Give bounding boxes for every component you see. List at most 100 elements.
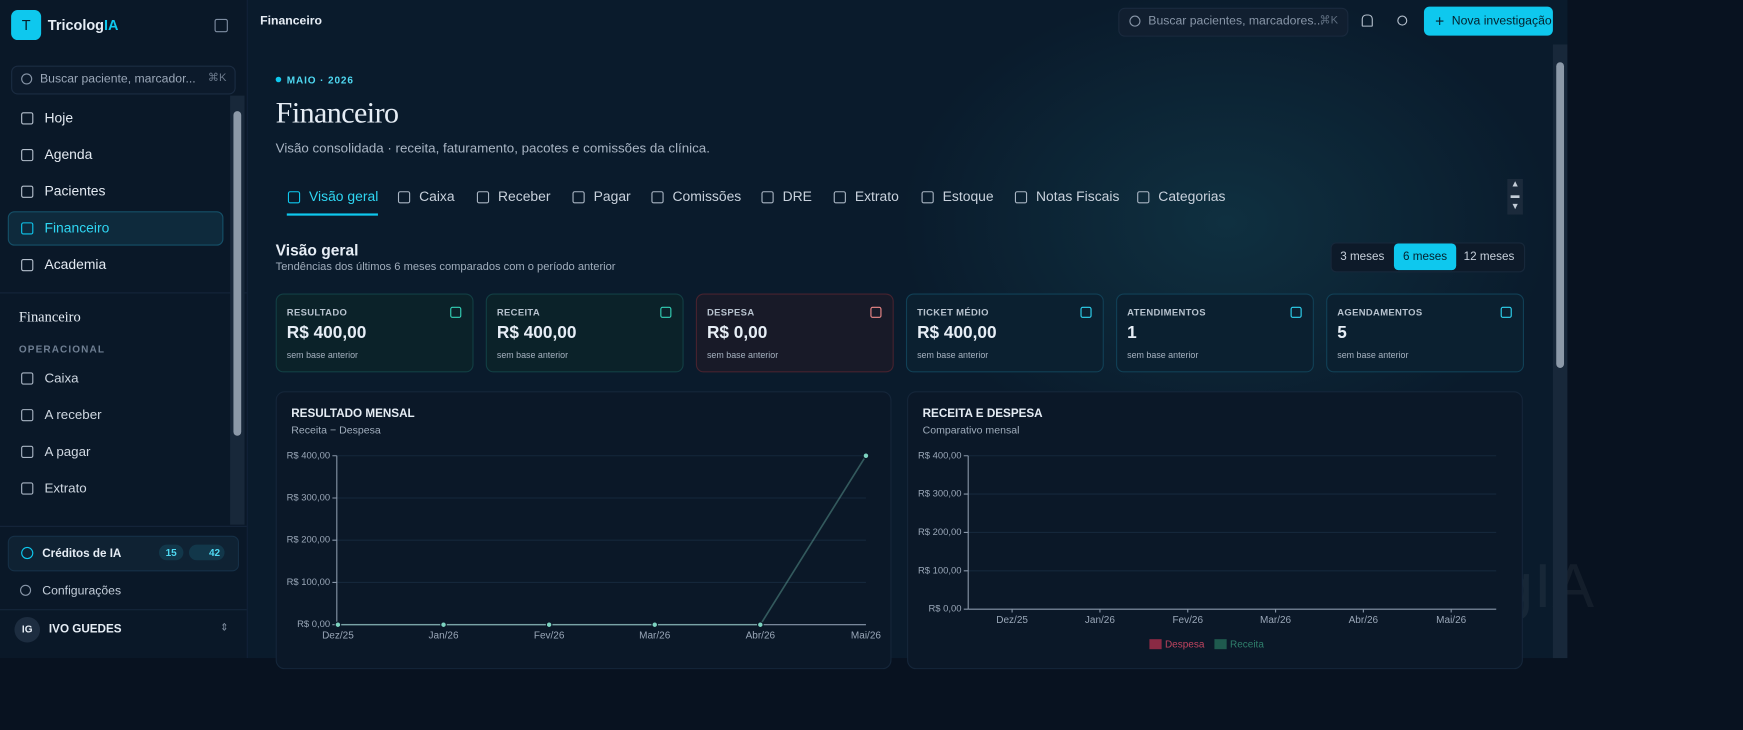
chart-title: RECEITA E DESPESA xyxy=(922,406,1043,421)
tab[interactable]: Extrato xyxy=(854,188,899,205)
y-tick-label: R$ 0,00 xyxy=(928,604,961,615)
point xyxy=(651,621,659,629)
kpi-value: R$ 400,00 xyxy=(286,323,367,343)
nav-item[interactable]: Extrato xyxy=(44,480,87,496)
header-search-placeholder: Buscar pacientes, marcadores... xyxy=(1148,14,1324,28)
legend-label: Despesa xyxy=(1165,639,1205,650)
logo[interactable]: T xyxy=(11,10,42,41)
kpi-note: sem base anterior xyxy=(917,350,989,361)
new-investigation-button[interactable] xyxy=(1423,6,1553,36)
settings[interactable]: Configurações xyxy=(42,584,122,599)
icon xyxy=(572,191,585,204)
sidebar-scrollbar xyxy=(230,95,245,525)
section-title: Financeiro xyxy=(18,307,81,325)
header-page: Financeiro xyxy=(260,14,322,28)
separator xyxy=(0,609,247,611)
user-menu-chevron[interactable]: ⇕ xyxy=(220,621,229,633)
kpi-card xyxy=(485,293,684,373)
credits-badge: 15 xyxy=(158,544,184,561)
kpi-label: RECEITA xyxy=(496,306,540,318)
collapse-button[interactable] xyxy=(214,18,228,33)
search-icon xyxy=(21,73,33,85)
sidebar-search-placeholder: Buscar paciente, marcador... xyxy=(40,72,196,86)
nav-item[interactable]: Pacientes xyxy=(44,183,106,199)
y-tick-label: R$ 400,00 xyxy=(918,450,962,461)
kpi-card xyxy=(1326,293,1525,373)
tab-scroll[interactable]: ▲ ▬ ▼ xyxy=(1507,178,1523,215)
user-name: IVO GUEDES xyxy=(48,622,122,636)
chart-card xyxy=(907,391,1523,670)
x-tick-label: Mar/26 xyxy=(639,630,671,641)
brand-text: Tricolog xyxy=(47,16,105,34)
kpi-card xyxy=(275,293,474,373)
nav-item[interactable]: Hoje xyxy=(44,110,74,126)
y-tick-label: R$ 200,00 xyxy=(918,527,962,538)
point xyxy=(862,452,870,460)
tab[interactable]: Receber xyxy=(497,188,551,205)
tab[interactable]: Comissões xyxy=(672,188,742,205)
icon xyxy=(287,191,301,204)
kpi-value: R$ 400,00 xyxy=(496,323,577,343)
kpi-note: sem base anterior xyxy=(496,350,569,361)
kpi-icon xyxy=(1500,306,1512,318)
nav-item[interactable]: Agenda xyxy=(44,146,93,163)
nav-item[interactable]: Academia xyxy=(44,256,107,273)
icon xyxy=(21,259,34,272)
icon xyxy=(1014,191,1028,204)
tab[interactable]: Categorias xyxy=(1158,188,1226,205)
icon xyxy=(21,222,34,235)
eyebrow-dot xyxy=(275,76,282,83)
tab[interactable]: Caixa xyxy=(419,188,455,205)
tab[interactable]: Notas Fiscais xyxy=(1036,188,1120,205)
kpi-value: R$ 0,00 xyxy=(706,323,768,343)
separator xyxy=(0,525,247,527)
period-option[interactable]: 3 meses xyxy=(1340,250,1385,264)
legend-swatch xyxy=(1214,639,1227,650)
legend-label: Receita xyxy=(1230,639,1264,650)
header-search[interactable] xyxy=(1118,7,1349,37)
period-option[interactable]: 12 meses xyxy=(1463,250,1515,264)
x-tick-label: Dez/25 xyxy=(322,630,354,641)
kpi-icon xyxy=(660,306,672,318)
notifications[interactable] xyxy=(1361,14,1373,27)
nav-item[interactable]: Financeiro xyxy=(44,220,110,236)
kpi-value: 1 xyxy=(1127,323,1137,343)
scroll-thumb xyxy=(1556,62,1565,368)
x-tick-label: Mar/26 xyxy=(1260,615,1292,626)
avatar[interactable]: IG xyxy=(14,616,41,643)
x-tick-label: Jan/26 xyxy=(429,630,459,641)
kpi-note: sem base anterior xyxy=(286,350,358,361)
tab[interactable]: Estoque xyxy=(942,188,994,205)
tab[interactable]: Visão geral xyxy=(309,188,379,205)
tab[interactable]: Pagar xyxy=(593,188,631,205)
page-subtitle: Visão consolidada · receita, faturamento… xyxy=(275,140,710,156)
section-title: Visão geral xyxy=(275,241,359,260)
sidebar-search[interactable] xyxy=(11,65,236,95)
y-tick-label: R$ 100,00 xyxy=(918,565,962,576)
x-tick-label: Jan/26 xyxy=(1085,615,1115,626)
point xyxy=(756,621,764,629)
search-icon xyxy=(1129,15,1141,27)
brand: TricologIA xyxy=(48,17,119,34)
y-tick-label: R$ 100,00 xyxy=(287,577,331,588)
chart-subtitle: Receita − Despesa xyxy=(291,424,381,437)
tab[interactable]: DRE xyxy=(782,188,812,205)
x-tick-label: Abr/26 xyxy=(1349,615,1379,626)
kpi-note: sem base anterior xyxy=(1127,350,1199,361)
separator xyxy=(0,292,247,294)
nav-item[interactable]: Caixa xyxy=(44,370,79,386)
nav-item[interactable]: A receber xyxy=(44,406,102,423)
icon xyxy=(21,482,34,495)
nav-item[interactable]: A pagar xyxy=(44,443,91,460)
icon xyxy=(21,112,34,125)
icon xyxy=(833,191,846,204)
icon xyxy=(21,185,34,198)
chart: R$ 0,00 R$ 100,00 R$ 200,00 R$ 300,00 R$ 400… xyxy=(287,450,882,641)
y-tick-label: R$ 300,00 xyxy=(287,492,331,503)
icon xyxy=(1137,191,1150,204)
point xyxy=(334,621,342,629)
credits-label: Créditos de IA xyxy=(42,546,122,561)
theme-toggle[interactable] xyxy=(1397,15,1408,26)
icon xyxy=(476,191,490,204)
period-option[interactable]: 6 meses xyxy=(1393,243,1457,271)
